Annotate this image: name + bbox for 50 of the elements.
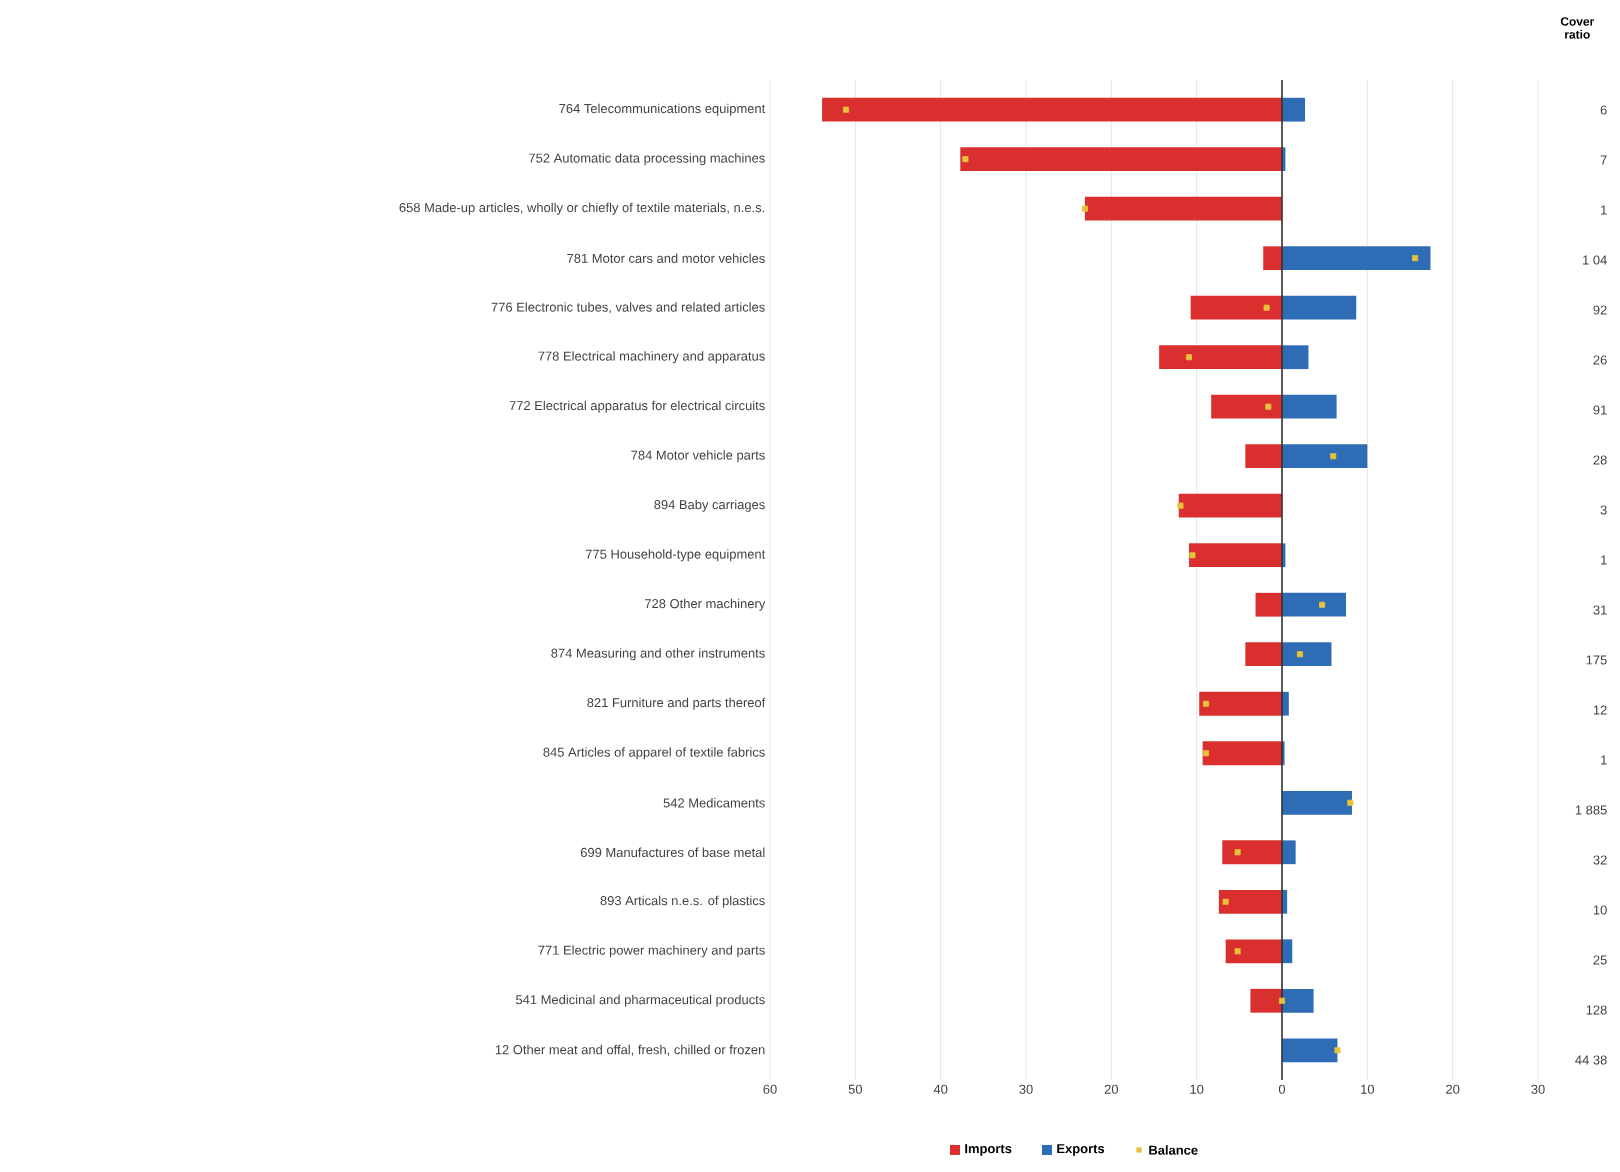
bar [1188, 543, 1282, 568]
bar [1202, 741, 1282, 766]
point [1347, 799, 1354, 806]
bar [1190, 295, 1282, 320]
bar [1218, 889, 1282, 914]
point [1265, 403, 1272, 410]
point [1263, 304, 1270, 311]
point [1222, 898, 1229, 905]
bar [1282, 295, 1357, 320]
bar [1225, 939, 1282, 964]
point [1279, 997, 1285, 1004]
point [1319, 601, 1326, 608]
bar [1282, 592, 1346, 617]
bar [1159, 345, 1282, 370]
point [1189, 552, 1196, 559]
bar [1282, 246, 1431, 271]
point [1296, 651, 1303, 658]
bar [1282, 97, 1306, 122]
bar [1282, 790, 1352, 815]
point [1203, 700, 1210, 707]
bar [1245, 444, 1282, 469]
bar [822, 97, 1282, 122]
bar [1282, 988, 1314, 1013]
point [1203, 750, 1210, 757]
point [1177, 502, 1184, 509]
bar [1282, 345, 1309, 370]
bar [1282, 642, 1332, 667]
bar [1245, 642, 1282, 667]
bar [1255, 592, 1282, 617]
bar [1178, 493, 1282, 518]
point [1234, 948, 1241, 955]
bar [1282, 444, 1368, 469]
bar [1282, 1038, 1338, 1063]
bar [1211, 394, 1282, 419]
point [1081, 205, 1088, 212]
bar [1222, 840, 1282, 865]
point [1334, 1047, 1341, 1054]
point [1412, 255, 1419, 262]
bar [1199, 691, 1282, 716]
bar [1263, 246, 1282, 271]
bar [1282, 840, 1296, 865]
bar [1282, 394, 1337, 419]
point [1234, 849, 1241, 856]
bar [1250, 988, 1282, 1013]
point [1330, 453, 1337, 460]
point [1185, 354, 1192, 361]
point [842, 106, 849, 113]
point [962, 156, 969, 163]
bar [960, 147, 1282, 172]
bar [1084, 196, 1282, 221]
